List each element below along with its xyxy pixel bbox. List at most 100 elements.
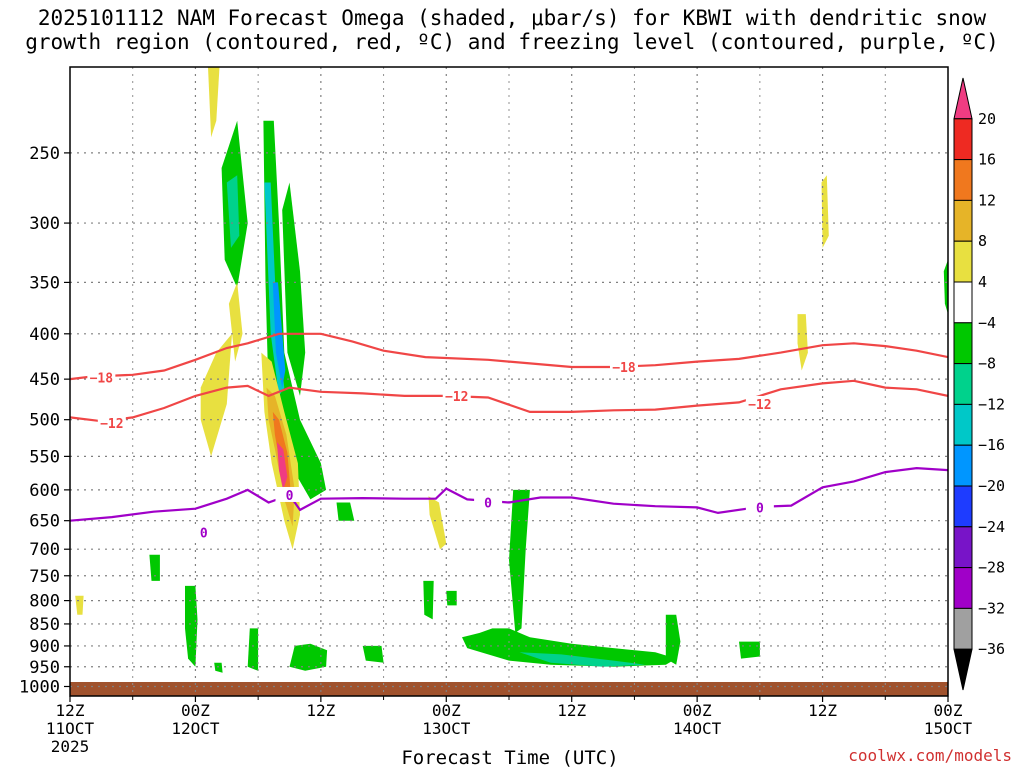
colorbar-swatch xyxy=(953,485,973,528)
colorbar-label: 16 xyxy=(978,151,996,169)
freezing-level-0c-label-bg xyxy=(474,494,503,510)
x-tick-label: 00Z xyxy=(181,701,210,720)
plot-frame xyxy=(69,66,949,697)
colorbar-swatch xyxy=(953,607,973,650)
colorbar-swatch xyxy=(953,444,973,487)
dgz-bottom-minus12-label: −12 xyxy=(445,390,468,405)
freezing-level-0c xyxy=(70,466,948,522)
y-tick-label: 950 xyxy=(29,658,60,678)
x-tick-label: 12Z xyxy=(306,701,335,720)
colorbar-label: 8 xyxy=(978,232,987,250)
x-axis-label: Forecast Time (UTC) xyxy=(401,747,618,768)
x-tick-label: 15OCT xyxy=(924,719,973,738)
omega-yellow-d xyxy=(75,595,84,615)
omega-up-pos-left xyxy=(200,333,232,457)
omega-up-pos-upper xyxy=(228,282,243,362)
terrain-ground xyxy=(70,682,948,696)
colorbar-swatch xyxy=(953,403,973,446)
plot-area: −18 −18 −12 −12 −12 0 0 0 0 xyxy=(70,67,948,696)
x-tick-label: 2025 xyxy=(51,737,90,756)
chart-title: 2025101112 NAM Forecast Omega (shaded, μ… xyxy=(0,6,1024,54)
colorbar-label: −16 xyxy=(978,436,1005,454)
x-tick-label: 00Z xyxy=(934,701,963,720)
colorbar-swatch xyxy=(953,567,973,609)
colorbar-swatch xyxy=(953,159,973,201)
omega-low-tiny xyxy=(214,662,223,673)
omega-yellow-c xyxy=(797,314,808,371)
y-tick-label: 1000 xyxy=(19,677,60,697)
omega-lowmid-b xyxy=(247,628,259,671)
omega-yellow-a xyxy=(428,496,447,550)
y-tick-label: 400 xyxy=(29,325,60,345)
y-tick-label: 750 xyxy=(29,567,60,587)
colorbar: 20 16 12 8 4 −4 −8 −12 −16 −20 −24 −28 −32 −36 xyxy=(953,77,1005,691)
y-tick-label: 700 xyxy=(29,540,60,560)
colorbar-label: 20 xyxy=(978,110,996,128)
y-tick-label: 300 xyxy=(29,214,60,234)
dgz-top-minus18-label: −18 xyxy=(612,361,636,376)
chart-title-line1: 2025101112 NAM Forecast Omega (shaded, μ… xyxy=(37,6,987,30)
omega-upper-cyan xyxy=(226,175,240,248)
freezing-level-0c-label: 0 xyxy=(286,489,294,504)
omega-lowlevel-main xyxy=(462,628,677,667)
colorbar-swatch xyxy=(953,281,973,324)
x-tick-label: 00Z xyxy=(432,701,461,720)
colorbar-arrow-bottom xyxy=(953,648,973,691)
omega-right-small xyxy=(739,641,760,659)
y-tick-label: 500 xyxy=(29,411,60,431)
omega-max-core xyxy=(277,442,288,490)
freezing-level-0c-label: 0 xyxy=(756,501,764,516)
freezing-level-0c-label: 0 xyxy=(484,496,492,511)
y-tick-label: 250 xyxy=(29,144,60,164)
colorbar-swatch xyxy=(953,322,973,365)
colorbar-label: 12 xyxy=(978,191,996,209)
dgz-top-minus18-label-bg xyxy=(609,358,638,374)
colorbar-swatch xyxy=(953,199,973,242)
omega-lowlevel-cyan xyxy=(519,652,645,667)
y-tick-label: 350 xyxy=(29,273,60,293)
axes: 2503003504004505005506006507007508008509… xyxy=(19,66,973,756)
freezing-level-0c-label-bg xyxy=(275,486,304,502)
colorbar-label: −8 xyxy=(978,355,996,373)
colorbar-label: −20 xyxy=(978,477,1005,495)
omega-left-column xyxy=(185,585,198,667)
omega-mid-green xyxy=(282,182,306,396)
omega-top-yellow xyxy=(208,67,220,138)
colorbar-swatch xyxy=(953,363,973,405)
colorbar-label: −32 xyxy=(978,599,1005,617)
plot-content: −18 −18 −12 −12 −12 0 0 0 0 xyxy=(70,67,948,696)
omega-edge-right xyxy=(943,259,948,315)
dgz-bottom-minus12-label-bg xyxy=(97,414,126,430)
colorbar-label: −24 xyxy=(978,518,1005,536)
credit-text: coolwx.com/models xyxy=(848,746,1012,765)
dgz-top-minus18 xyxy=(70,332,948,381)
freezing-level-0c-label: 0 xyxy=(200,526,208,541)
dgz-bottom-minus12-label: −12 xyxy=(100,417,123,432)
dgz-top-minus18-label: −18 xyxy=(90,371,114,386)
x-tick-label: 12Z xyxy=(56,701,85,720)
colorbar-swatch xyxy=(953,118,973,161)
omega-band-core-blue xyxy=(272,282,286,388)
x-tick-label: 11OCT xyxy=(46,719,95,738)
y-tick-label: 800 xyxy=(29,592,60,612)
colorbar-label: 4 xyxy=(978,273,987,291)
x-tick-label: 12Z xyxy=(557,701,586,720)
x-tick-label: 12OCT xyxy=(171,719,220,738)
dgz-bottom-minus12-label: −12 xyxy=(748,398,771,413)
y-tick-label: 850 xyxy=(29,615,60,635)
colorbar-label: −36 xyxy=(978,640,1005,658)
y-tick-label: 650 xyxy=(29,512,60,532)
x-tick-label: 12Z xyxy=(808,701,837,720)
colorbar-label: −4 xyxy=(978,314,996,332)
freezing-level-0c-label-bg xyxy=(745,499,774,515)
y-tick-label: 550 xyxy=(29,447,60,467)
omega-left-small xyxy=(149,554,160,581)
x-tick-label: 14OCT xyxy=(673,719,722,738)
omega-green-lowright2 xyxy=(446,590,457,606)
dgz-top-minus18-label-bg xyxy=(87,369,116,385)
colorbar-label: −28 xyxy=(978,559,1005,577)
chart-title-line2: growth region (contoured, red, ºC) and f… xyxy=(25,30,999,54)
colorbar-swatch xyxy=(953,240,973,283)
y-tick-label: 450 xyxy=(29,370,60,390)
